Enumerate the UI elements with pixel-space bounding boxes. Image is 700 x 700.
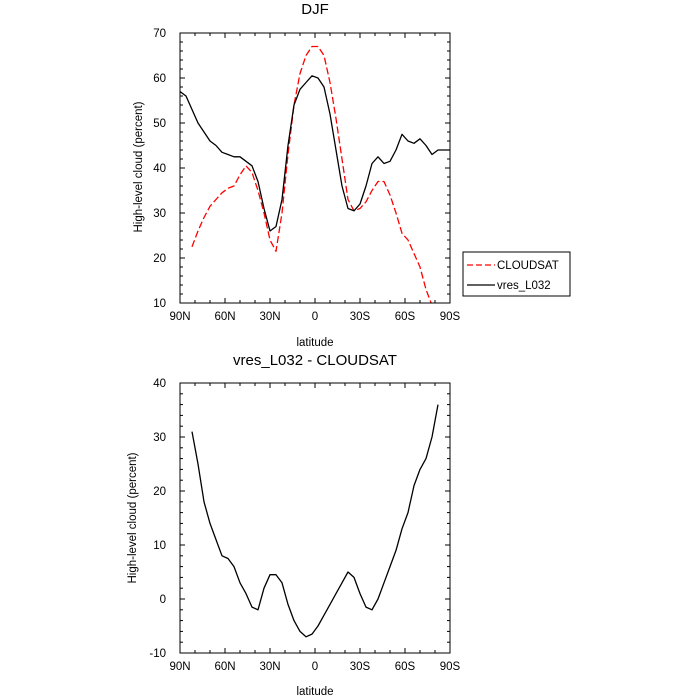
difference-y-tick-label: -10 [149, 648, 166, 660]
difference-y-tick-label: 10 [153, 540, 166, 552]
difference-x-tick-label: 60S [395, 661, 416, 673]
difference-y-tick-label: 0 [160, 594, 166, 606]
difference-x-tick-label: 30S [350, 661, 371, 673]
djf-y-tick-label: 70 [153, 28, 166, 40]
djf-plot-frame [179, 32, 451, 304]
djf-x-axis-label: latitude [296, 337, 333, 349]
djf-x-tick-label: 60S [395, 311, 416, 323]
djf-y-tick-label: 50 [153, 118, 166, 130]
djf-x-tick-label: 30N [259, 311, 280, 323]
djf-x-tick-label: 60N [214, 311, 235, 323]
djf-x-tick-label: 0 [312, 311, 318, 323]
difference-y-tick-label: 40 [153, 378, 166, 390]
difference-x-tick-label: 0 [312, 661, 318, 673]
legend: CLOUDSAT vres_L032 [462, 251, 571, 297]
series-line-vres-l032 [180, 75, 450, 232]
difference-y-tick-label: 30 [153, 432, 166, 444]
difference-plot-frame [179, 382, 451, 654]
difference-title: vres_L032 - CLOUDSAT [233, 352, 397, 369]
legend-box [462, 251, 571, 297]
djf-title: DJF [301, 1, 329, 18]
djf-x-tick-label: 90S [440, 311, 461, 323]
difference-x-tick-label: 90S [440, 661, 461, 673]
djf-axis-ticks: 90N 60N 30N 0 30S 60S 90S 10 20 30 40 50 60 70 [153, 28, 460, 323]
series-line-difference [191, 404, 439, 638]
difference-x-tick-label: 30N [259, 661, 280, 673]
difference-series [191, 404, 439, 638]
difference-x-tick-label: 90N [169, 661, 190, 673]
difference-y-axis-label: High-level cloud (percent) [127, 452, 139, 583]
djf-x-tick-label: 30S [350, 311, 371, 323]
djf-y-tick-label: 40 [153, 163, 166, 175]
legend-model-label: vres_L032 [497, 280, 551, 292]
djf-y-tick-label: 10 [153, 298, 166, 310]
djf-y-tick-label: 20 [153, 253, 166, 265]
difference-y-tick-label: 20 [153, 486, 166, 498]
djf-x-tick-label: 90N [169, 311, 190, 323]
series-line-cloudsat [191, 45, 432, 303]
djf-series [180, 45, 450, 303]
djf-y-tick-label: 30 [153, 208, 166, 220]
difference-x-axis-label: latitude [296, 686, 333, 698]
difference-panel: vres_L032 - CLOUDSAT latitude High-level… [127, 352, 461, 698]
djf-y-axis-label: High-level cloud (percent) [133, 101, 145, 232]
legend-cloudsat-label: CLOUDSAT [497, 260, 559, 272]
djf-y-tick-label: 60 [153, 73, 166, 85]
djf-panel: DJF latitude High-level cloud (percent) … [133, 1, 461, 349]
difference-x-tick-label: 60N [214, 661, 235, 673]
